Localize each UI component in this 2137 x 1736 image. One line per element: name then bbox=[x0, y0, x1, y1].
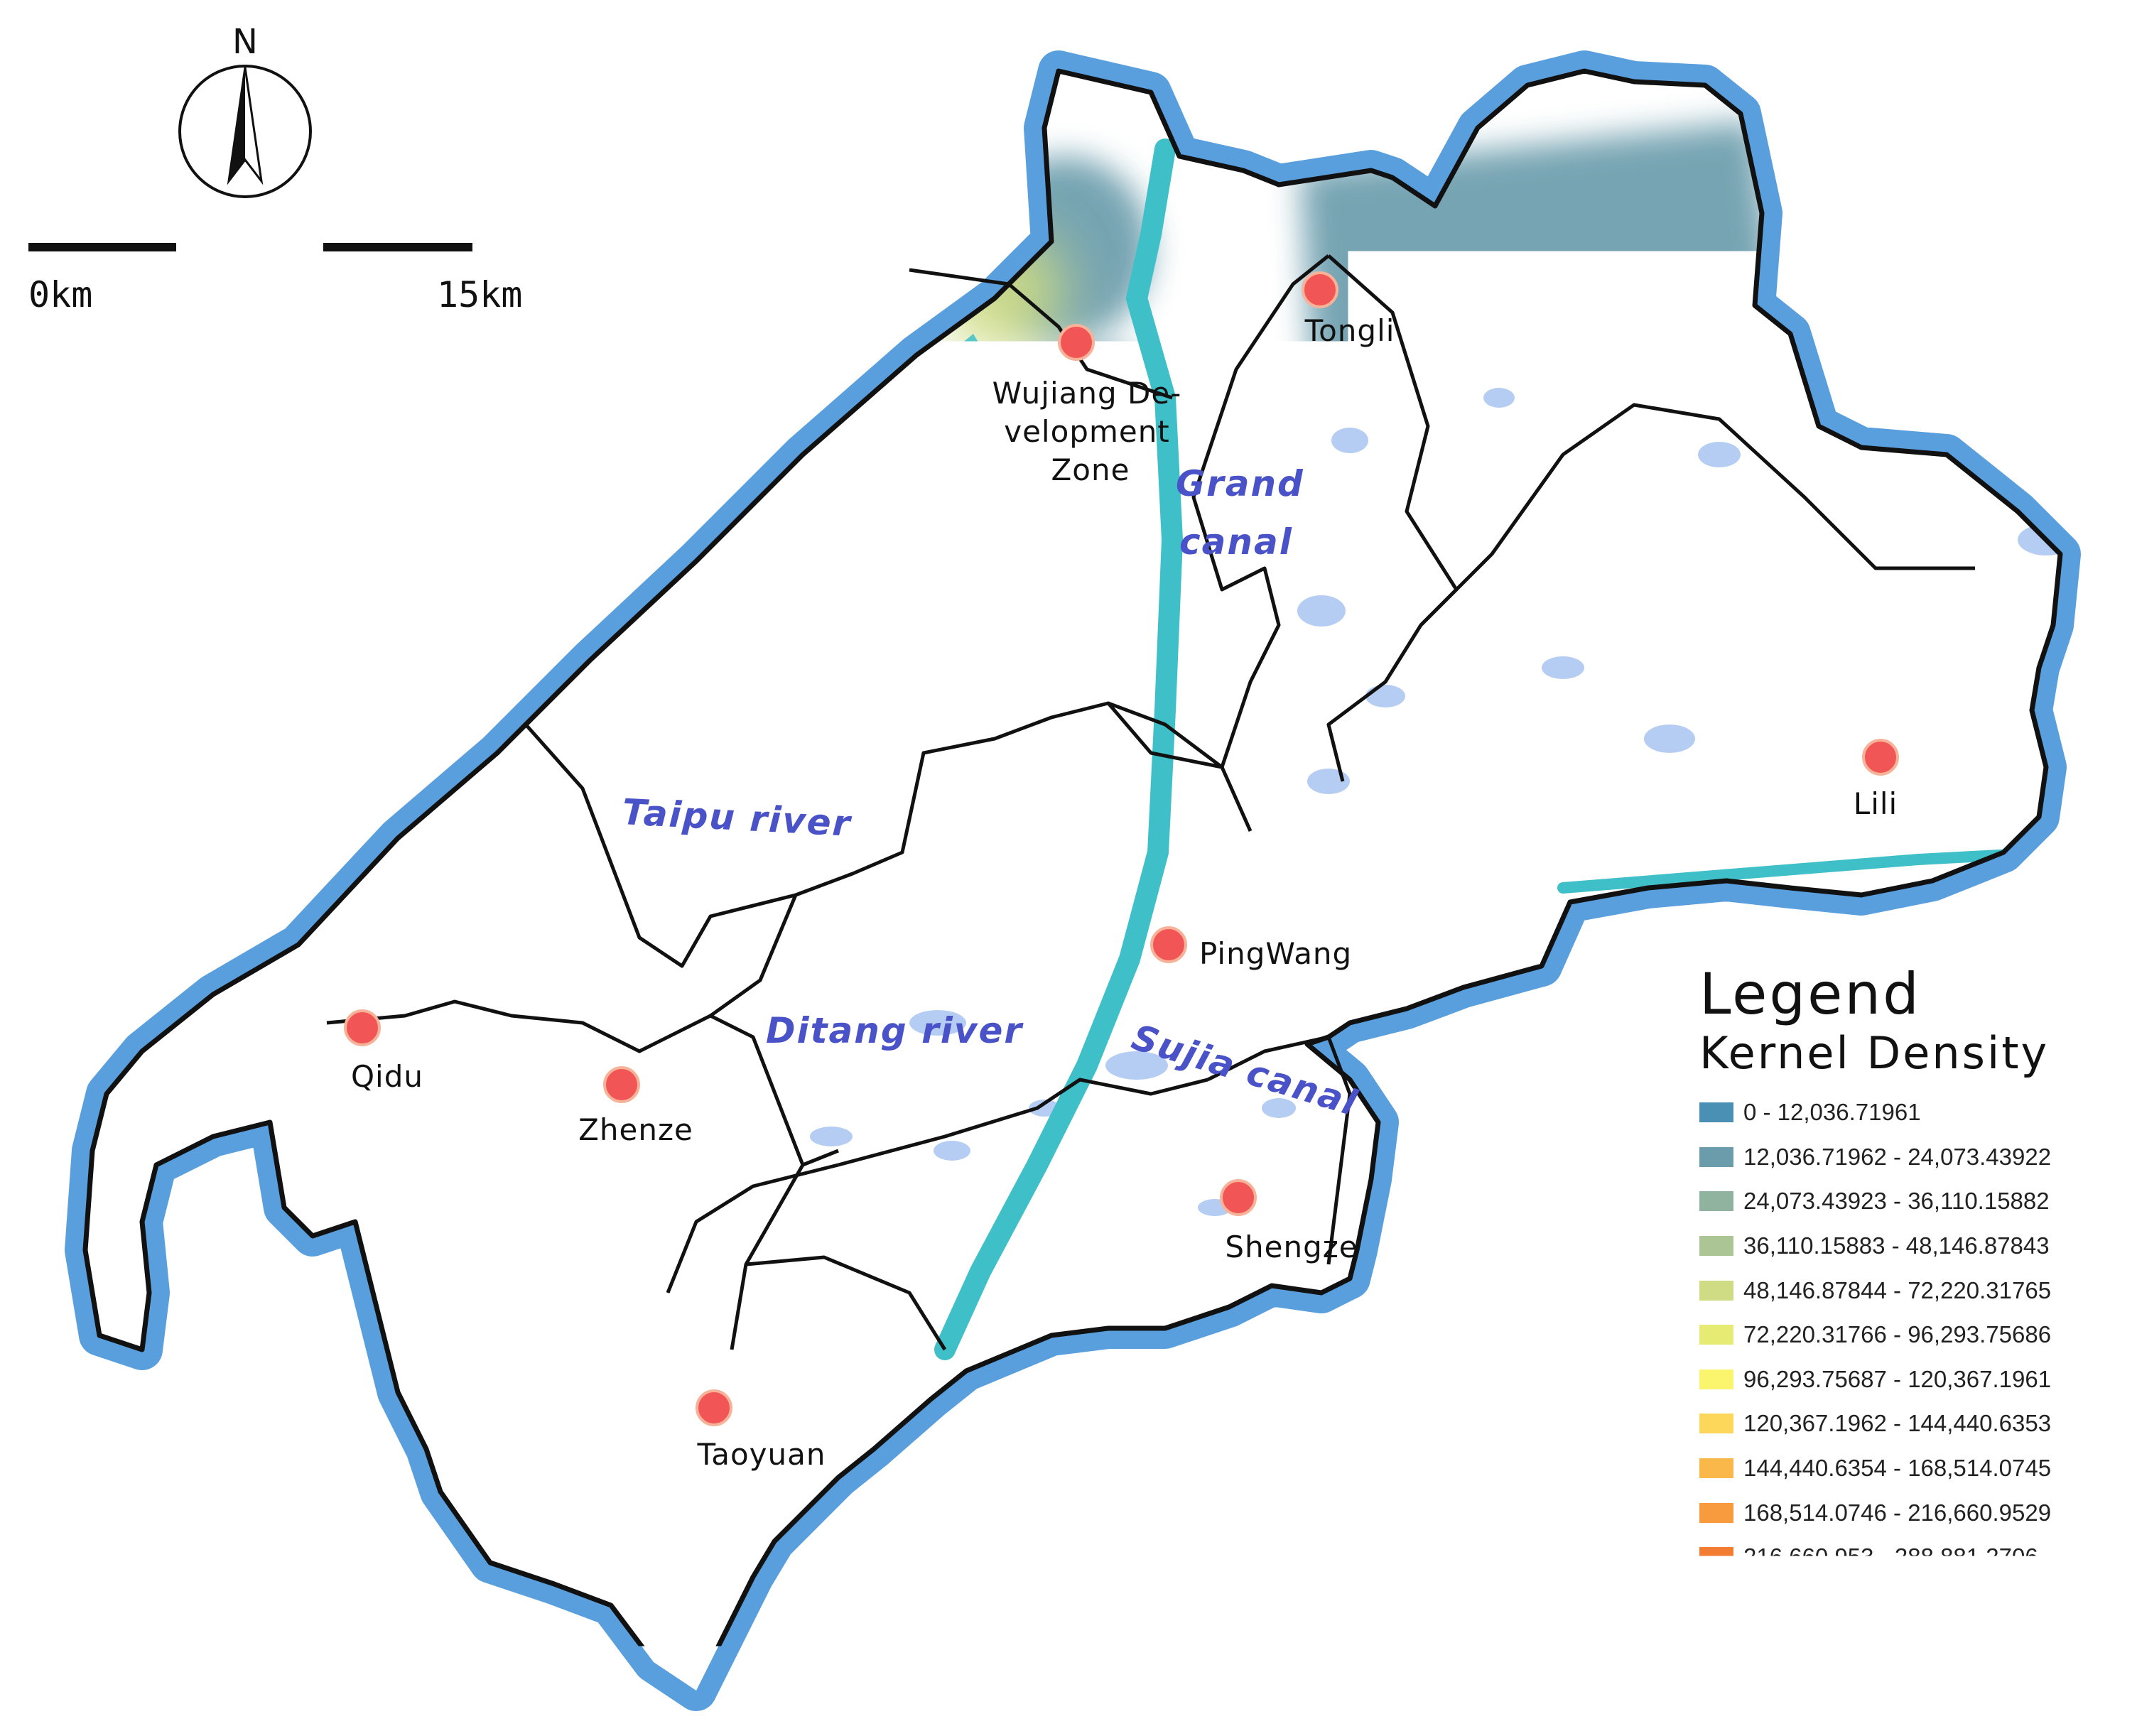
town-marker-taoyuan bbox=[697, 1391, 731, 1425]
legend-swatch bbox=[1699, 1592, 1733, 1612]
legend-label: 120,367.1962 - 144,440.6353 bbox=[1743, 1410, 2051, 1437]
legend-swatch bbox=[1699, 1325, 1733, 1345]
town-label-tongli: Tongli bbox=[1304, 313, 1395, 348]
legend-swatch bbox=[1699, 1636, 1733, 1656]
legend-label: 24,073.43923 - 36,110.15882 bbox=[1743, 1188, 2050, 1215]
town-label-qidu: Qidu bbox=[351, 1059, 423, 1094]
town-marker-qidu bbox=[345, 1011, 379, 1045]
legend-label: 144,440.6354 - 168,514.0745 bbox=[1743, 1455, 2051, 1482]
legend-label: 12,036.71962 - 24,073.43922 bbox=[1743, 1144, 2051, 1171]
scale-bar: 0km 15km bbox=[28, 243, 522, 315]
town-marker-wujiang bbox=[1059, 325, 1093, 359]
legend-title: Legend bbox=[1699, 962, 2126, 1026]
town-marker-lili bbox=[1863, 740, 1898, 774]
town-label-pingwang: PingWang bbox=[1199, 936, 1352, 971]
north-arrow: N bbox=[180, 22, 310, 197]
town-label-zhenze: Zhenze bbox=[578, 1112, 693, 1147]
legend-swatch bbox=[1699, 1191, 1733, 1211]
town-marker-zhenze bbox=[605, 1068, 639, 1102]
grand-canal-label-line2: canal bbox=[1179, 521, 1293, 563]
scale-start-label: 0km bbox=[28, 274, 92, 315]
legend: Legend Kernel Density 0 - 12,036.71961 12… bbox=[1699, 962, 2126, 1713]
legend-item: 120,367.1962 - 144,440.6353 bbox=[1699, 1401, 2126, 1446]
legend-item: 72,220.31766 - 96,293.75686 bbox=[1699, 1313, 2126, 1357]
legend-item: 96,293.75687 - 120,367.1961 bbox=[1699, 1357, 2126, 1402]
town-label-taoyuan: Taoyuan bbox=[697, 1437, 826, 1472]
legend-label: 481,468.7844 - 1,011,084.447 bbox=[1743, 1632, 2056, 1659]
legend-swatch bbox=[1699, 1147, 1733, 1167]
legend-label: 96,293.75687 - 120,367.1961 bbox=[1743, 1366, 2051, 1393]
legend-item: 36,110.15883 - 48,146.87843 bbox=[1699, 1224, 2126, 1269]
legend-swatch bbox=[1699, 1369, 1733, 1389]
town-label-shengze: Shengze bbox=[1225, 1230, 1358, 1264]
town-label-wujiang-line2: velopment bbox=[1004, 414, 1170, 449]
legend-swatch bbox=[1699, 1458, 1733, 1478]
legend-label: 72,220.31766 - 96,293.75686 bbox=[1743, 1321, 2051, 1348]
north-label: N bbox=[232, 22, 258, 62]
legend-item: 144,440.6354 - 168,514.0745 bbox=[1699, 1446, 2126, 1491]
grand-canal-label-line1: Grand bbox=[1176, 463, 1304, 504]
town-label-wujiang-line1: Wujiang De- bbox=[992, 376, 1182, 411]
town-label-wujiang-line3: Zone bbox=[1051, 452, 1130, 487]
legend-swatch bbox=[1699, 1681, 1733, 1700]
legend-item: 481,468.7844 - 1,011,084.447 bbox=[1699, 1624, 2126, 1669]
town-marker-shengze bbox=[1221, 1181, 1255, 1215]
legend-label: 48,146.87844 - 72,220.31765 bbox=[1743, 1277, 2051, 1304]
scale-end-label: 15km bbox=[437, 274, 522, 315]
legend-subtitle: Kernel Density bbox=[1699, 1026, 2126, 1080]
legend-item: 168,514.0746 - 216,660.9529 bbox=[1699, 1490, 2126, 1535]
legend-swatch bbox=[1699, 1503, 1733, 1523]
legend-item: 48,146.87844 - 72,220.31765 bbox=[1699, 1268, 2126, 1313]
legend-label: 36,110.15883 - 48,146.87843 bbox=[1743, 1232, 2050, 1259]
legend-label: 0 - 12,036.71961 bbox=[1743, 1099, 1921, 1126]
legend-swatch bbox=[1699, 1236, 1733, 1256]
legend-item: 288,881.2707 - 481,468.7843 bbox=[1699, 1580, 2126, 1624]
legend-swatch bbox=[1699, 1547, 1733, 1567]
legend-label: 168,514.0746 - 216,660.9529 bbox=[1743, 1499, 2051, 1526]
legend-label: 1,011,084.448 - 3,069,363.5 bbox=[1743, 1677, 2036, 1704]
legend-label: 216,660.953 - 288,881.2706 bbox=[1743, 1544, 2038, 1570]
town-label-lili: Lili bbox=[1854, 786, 1898, 821]
town-marker-pingwang bbox=[1152, 928, 1186, 962]
town-marker-tongli bbox=[1303, 273, 1337, 307]
legend-item: 24,073.43923 - 36,110.15882 bbox=[1699, 1179, 2126, 1224]
legend-item: 1,011,084.448 - 3,069,363.5 bbox=[1699, 1669, 2126, 1713]
legend-swatch bbox=[1699, 1414, 1733, 1433]
legend-items: 0 - 12,036.71961 12,036.71962 - 24,073.43… bbox=[1699, 1090, 2126, 1713]
ditang-river-label: Ditang river bbox=[766, 1010, 1024, 1051]
legend-item: 216,660.953 - 288,881.2706 bbox=[1699, 1535, 2126, 1580]
legend-swatch bbox=[1699, 1281, 1733, 1301]
legend-label: 288,881.2707 - 481,468.7843 bbox=[1743, 1588, 2051, 1615]
legend-item: 0 - 12,036.71961 bbox=[1699, 1090, 2126, 1135]
legend-swatch bbox=[1699, 1102, 1733, 1122]
legend-item: 12,036.71962 - 24,073.43922 bbox=[1699, 1135, 2126, 1180]
